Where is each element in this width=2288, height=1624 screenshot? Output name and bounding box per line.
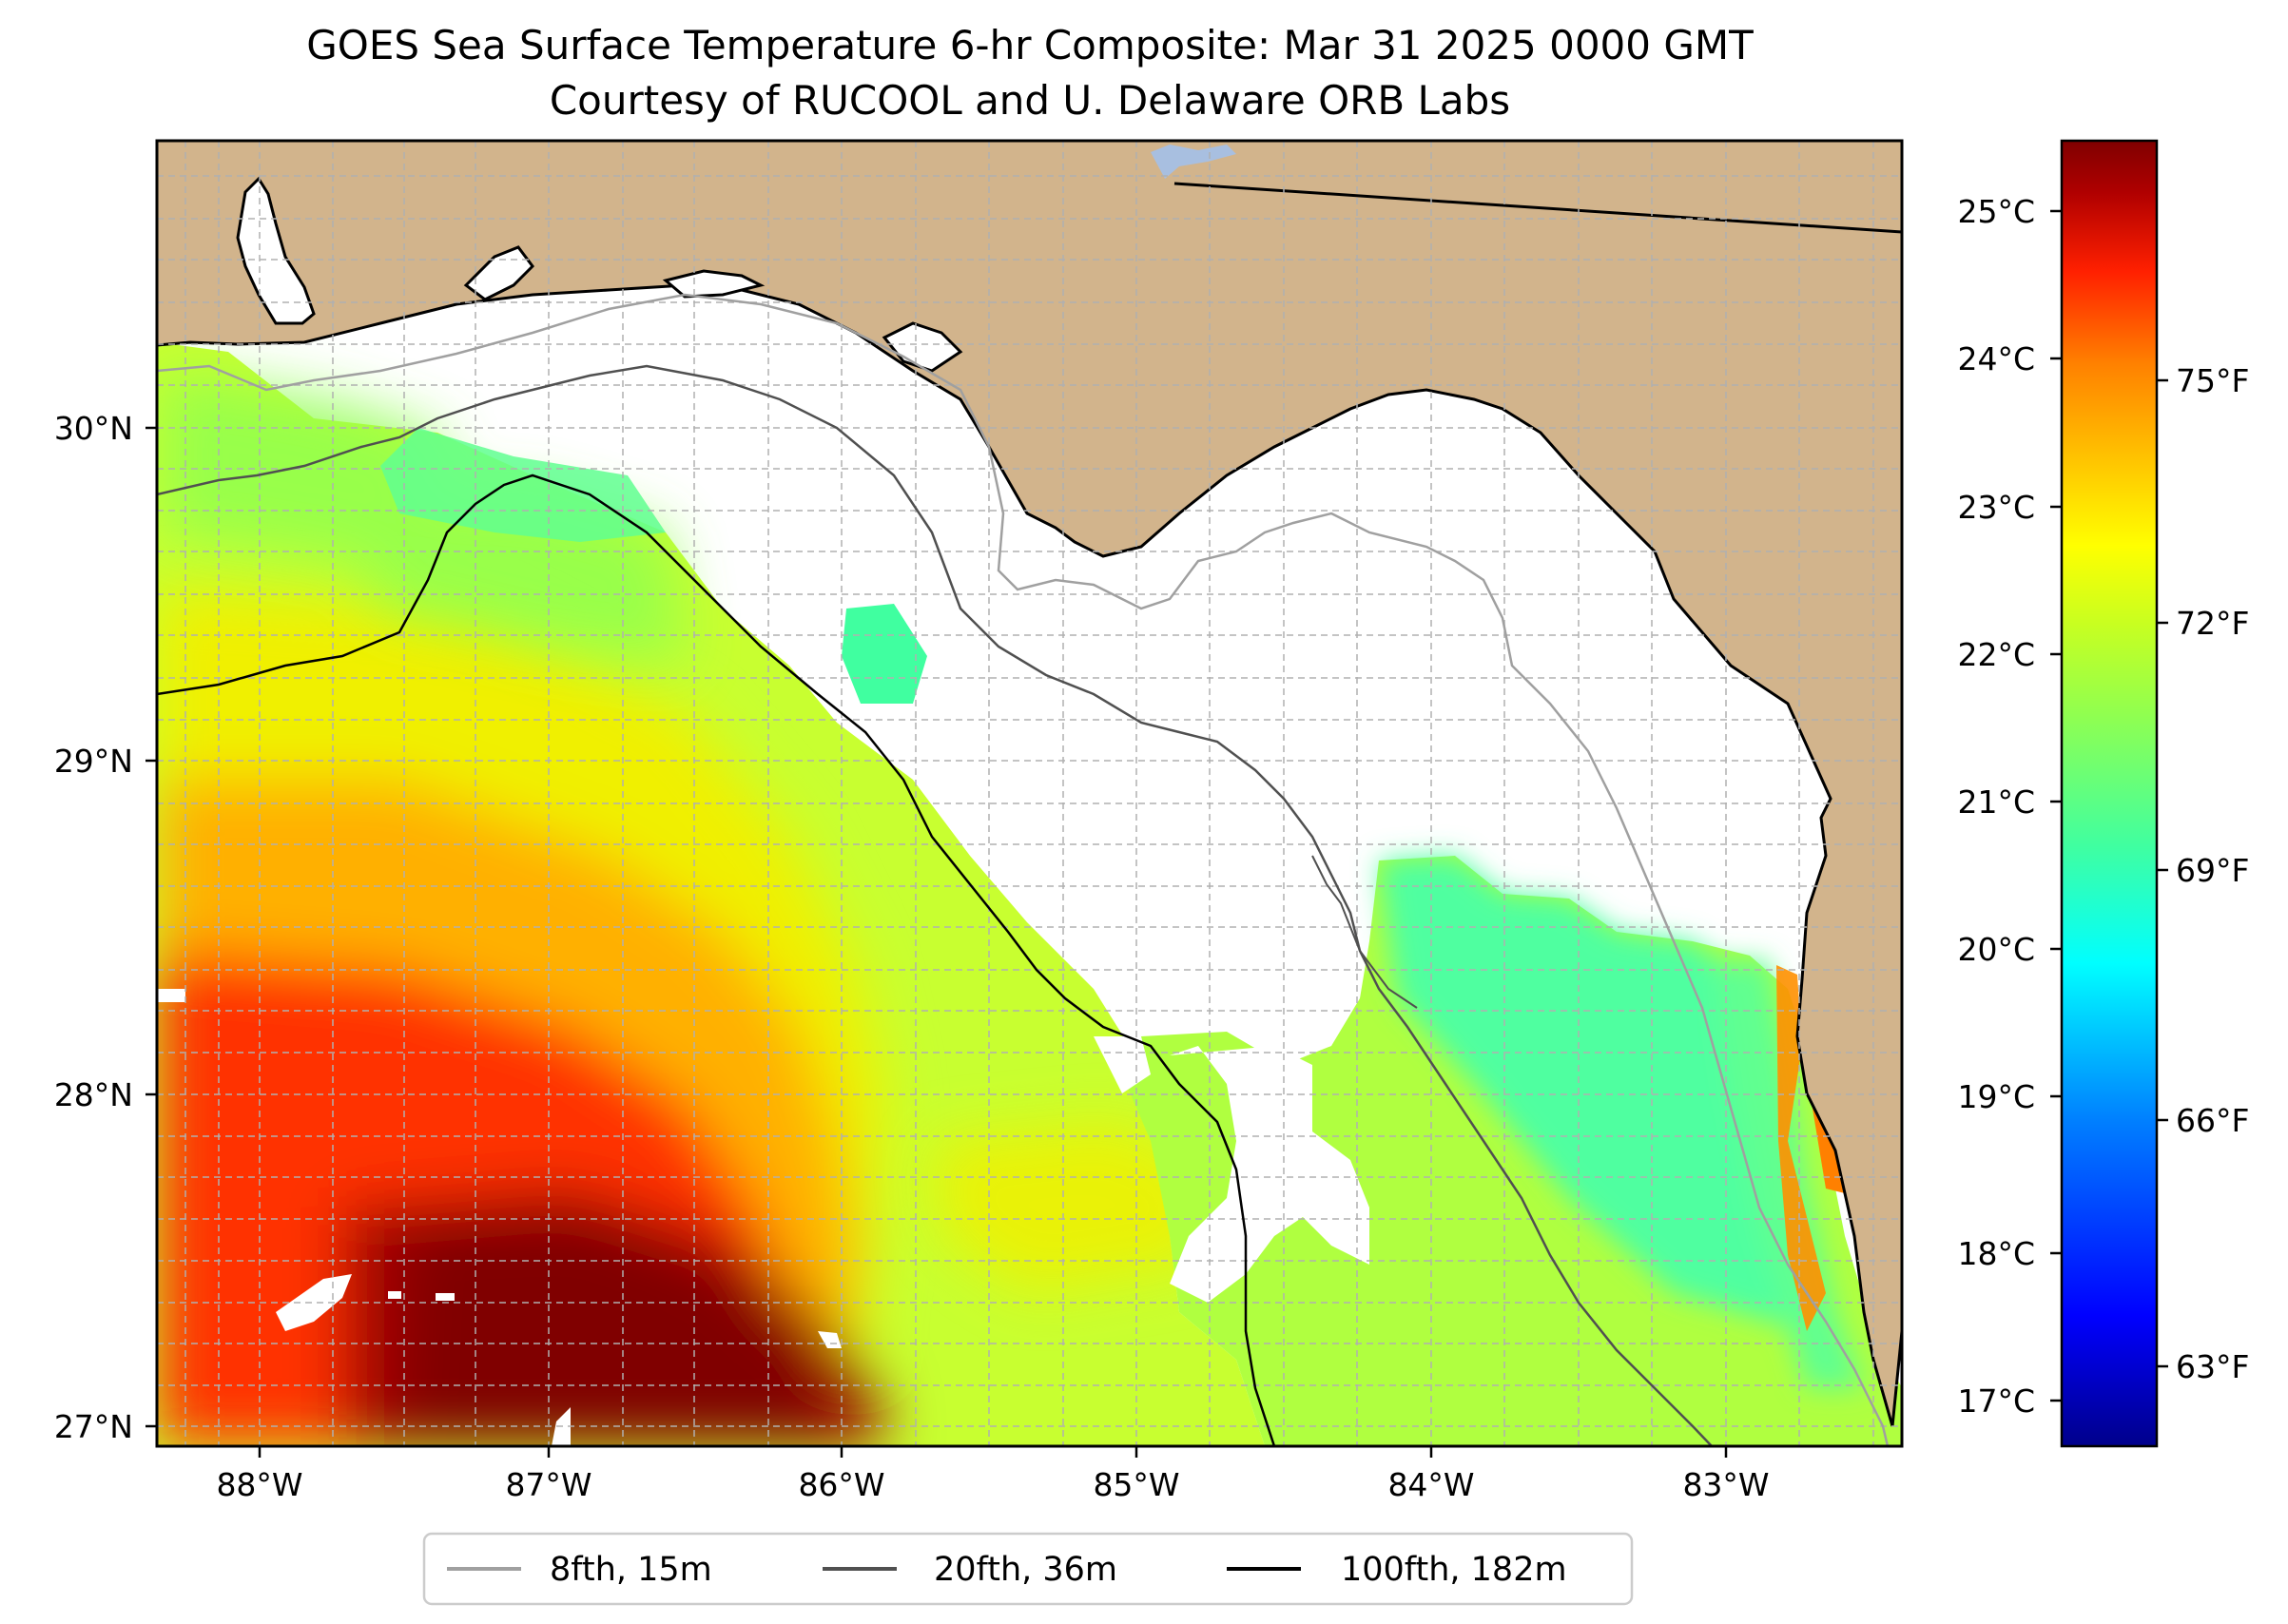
mobile-bay bbox=[236, 176, 316, 325]
lake bbox=[1151, 145, 1236, 179]
celsius-label-17: 17°C bbox=[1957, 1382, 2035, 1420]
lat-label-29n: 29°N bbox=[54, 743, 133, 780]
coastal-islands bbox=[1311, 855, 1418, 1009]
y-ticks bbox=[145, 426, 157, 1428]
state-border bbox=[1173, 182, 1902, 234]
lon-label-88w: 88°W bbox=[216, 1466, 302, 1503]
celsius-ticks bbox=[2050, 209, 2062, 1402]
celsius-label-23: 23°C bbox=[1957, 489, 2035, 526]
lon-label-84w: 84°W bbox=[1387, 1466, 1474, 1503]
fahrenheit-label-72: 72°F bbox=[2176, 605, 2249, 642]
lon-label-85w: 85°W bbox=[1093, 1466, 1179, 1503]
map-frame bbox=[155, 139, 1904, 1448]
colorbar bbox=[2060, 139, 2159, 1448]
celsius-label-19: 19°C bbox=[1957, 1078, 2035, 1115]
legend-label-100fth: 100fth, 182m bbox=[1341, 1551, 1567, 1589]
sst-field bbox=[157, 342, 1902, 1446]
lat-label-30n: 30°N bbox=[54, 410, 133, 447]
map-area bbox=[157, 141, 1902, 1446]
fahrenheit-label-63: 63°F bbox=[2176, 1348, 2249, 1385]
map-title: GOES Sea Surface Temperature 6-hr Compos… bbox=[306, 22, 1754, 68]
celsius-label-25: 25°C bbox=[1957, 193, 2035, 230]
fahrenheit-ticks bbox=[2157, 378, 2168, 1368]
lat-label-27n: 27°N bbox=[54, 1408, 133, 1445]
cloud-gap-8 bbox=[157, 989, 185, 1002]
celsius-label-24: 24°C bbox=[1957, 340, 2035, 377]
fahrenheit-label-75: 75°F bbox=[2176, 362, 2249, 399]
cloud-gap-5 bbox=[436, 1293, 455, 1301]
map-subtitle: Courtesy of RUCOOL and U. Delaware ORB L… bbox=[550, 77, 1510, 124]
celsius-label-20: 20°C bbox=[1957, 931, 2035, 968]
sst-cool-spot bbox=[842, 604, 927, 704]
fahrenheit-label-69: 69°F bbox=[2176, 852, 2249, 889]
celsius-label-18: 18°C bbox=[1957, 1235, 2035, 1272]
lon-label-87w: 87°W bbox=[505, 1466, 591, 1503]
sst-cool-patch bbox=[380, 428, 666, 542]
legend-label-20fth: 20fth, 36m bbox=[934, 1551, 1117, 1589]
lon-label-83w: 83°W bbox=[1682, 1466, 1769, 1503]
cloud-gap-1 bbox=[1170, 1046, 1369, 1303]
lon-label-86w: 86°W bbox=[798, 1466, 884, 1503]
isobath-100fth bbox=[157, 474, 1276, 1446]
land-mainland bbox=[157, 141, 1902, 1427]
gridlines bbox=[157, 141, 1902, 1446]
isobath-8fth bbox=[157, 293, 1890, 1446]
legend-box bbox=[422, 1532, 1634, 1606]
legend: 8fth, 15m 20fth, 36m 100fth, 182m bbox=[422, 1532, 1634, 1606]
legend-label-8fth: 8fth, 15m bbox=[550, 1551, 712, 1589]
choctawhatchee-bay bbox=[662, 269, 766, 299]
cloud-gap-4 bbox=[388, 1291, 401, 1299]
st-andrews-bay bbox=[882, 321, 963, 373]
fahrenheit-label-66: 66°F bbox=[2176, 1102, 2249, 1139]
celsius-label-22: 22°C bbox=[1957, 636, 2035, 673]
x-ticks bbox=[258, 1446, 1728, 1458]
celsius-label-21: 21°C bbox=[1957, 783, 2035, 821]
lat-label-28n: 28°N bbox=[54, 1076, 133, 1113]
sst-coastal-warm bbox=[1776, 965, 1826, 1331]
isobath-20fth bbox=[157, 364, 1713, 1446]
